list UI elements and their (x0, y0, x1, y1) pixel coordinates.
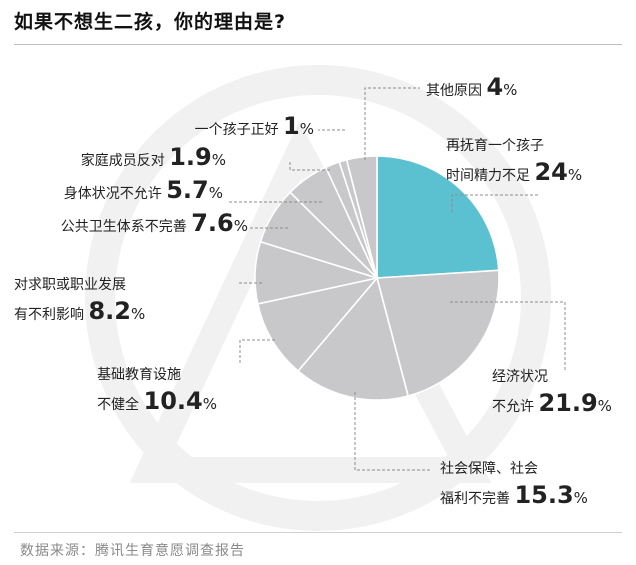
slice-label-9-line-1: 其他原因 (426, 83, 482, 99)
slice-value-4: 8.2 (88, 297, 131, 325)
pie-slice-3 (256, 276, 380, 373)
pie-slice-2 (296, 276, 410, 401)
slice-label-6: 身体状况不允许 5.7% (64, 177, 223, 207)
slice-label-8-line-1: 一个孩子正好 (194, 122, 279, 138)
percent-sign: % (202, 395, 217, 413)
slice-label-5: 公共卫生体系不完善 7.6% (61, 210, 248, 240)
slice-label-4-line-1: 对求职或职业发展 (14, 277, 126, 293)
slice-value-9: 4 (486, 73, 504, 101)
slice-value-6: 5.7 (166, 176, 209, 204)
slice-value-3: 10.4 (143, 387, 203, 415)
slice-label-1-line-1: 经济状况 (492, 369, 548, 385)
slice-label-0: 再抚育一个孩子 时间精力不足 24% (446, 133, 582, 189)
chart-title: 如果不想生二孩，你的理由是? (14, 11, 287, 33)
slice-label-1: 经济状况 不允许 21.9% (492, 364, 612, 420)
slice-label-8: 一个孩子正好 1% (195, 113, 314, 143)
data-source: 数据来源：腾讯生育意愿调查报告 (20, 543, 245, 559)
slice-label-7-line-1: 家庭成员反对 (80, 153, 165, 169)
slice-label-5-line-1: 公共卫生体系不完善 (60, 219, 187, 235)
percent-sign: % (299, 120, 314, 138)
leader-line-1 (450, 301, 566, 370)
leader-line-0 (451, 194, 540, 212)
slice-label-4: 对求职或职业发展 有不利影响 8.2% (14, 272, 145, 328)
percent-sign: % (503, 81, 518, 99)
pie-slice-1 (375, 269, 500, 397)
percent-sign: % (567, 166, 583, 184)
slice-label-4-line-2: 有不利影响 (14, 307, 84, 323)
slice-label-2-line-2: 福利不完善 (440, 491, 510, 507)
slice-label-1-line-2: 不允许 (492, 399, 534, 415)
slice-label-2-line-1: 社会保障、社会 (440, 461, 538, 477)
slice-value-2: 15.3 (514, 481, 574, 509)
percent-sign: % (130, 305, 146, 323)
title-divider (14, 44, 622, 45)
percent-sign: % (597, 397, 612, 415)
percent-sign: % (573, 489, 588, 507)
slice-label-7: 家庭成员反对 1.9% (81, 144, 226, 174)
slice-label-3-line-2: 不健全 (97, 397, 140, 413)
leader-line-9 (364, 87, 420, 160)
pie-slice-9 (345, 155, 378, 279)
slice-label-6-line-1: 身体状况不允许 (63, 186, 162, 202)
slice-label-0-line-1: 再抚育一个孩子 (446, 138, 544, 154)
slice-value-0: 24 (534, 158, 568, 186)
pie-slice-0 (376, 155, 500, 279)
slice-label-3-line-1: 基础教育设施 (97, 367, 182, 383)
leader-line-2 (354, 392, 432, 471)
percent-sign: % (211, 151, 226, 169)
slice-label-2: 社会保障、社会 福利不完善 15.3% (440, 456, 588, 512)
slice-value-7: 1.9 (169, 143, 212, 171)
leader-line-7 (289, 160, 330, 171)
leader-line-3 (239, 339, 275, 365)
slice-value-1: 21.9 (538, 389, 598, 417)
slice-label-3: 基础教育设施 不健全 10.4% (97, 362, 217, 418)
percent-sign: % (208, 184, 223, 202)
slice-value-8: 1 (283, 112, 300, 140)
slice-label-9: 其他原因 4% (426, 74, 517, 104)
slice-value-5: 7.6 (191, 209, 234, 237)
percent-sign: % (233, 217, 248, 235)
slice-label-0-line-2: 时间精力不足 (446, 168, 530, 184)
footer-divider (14, 532, 622, 533)
